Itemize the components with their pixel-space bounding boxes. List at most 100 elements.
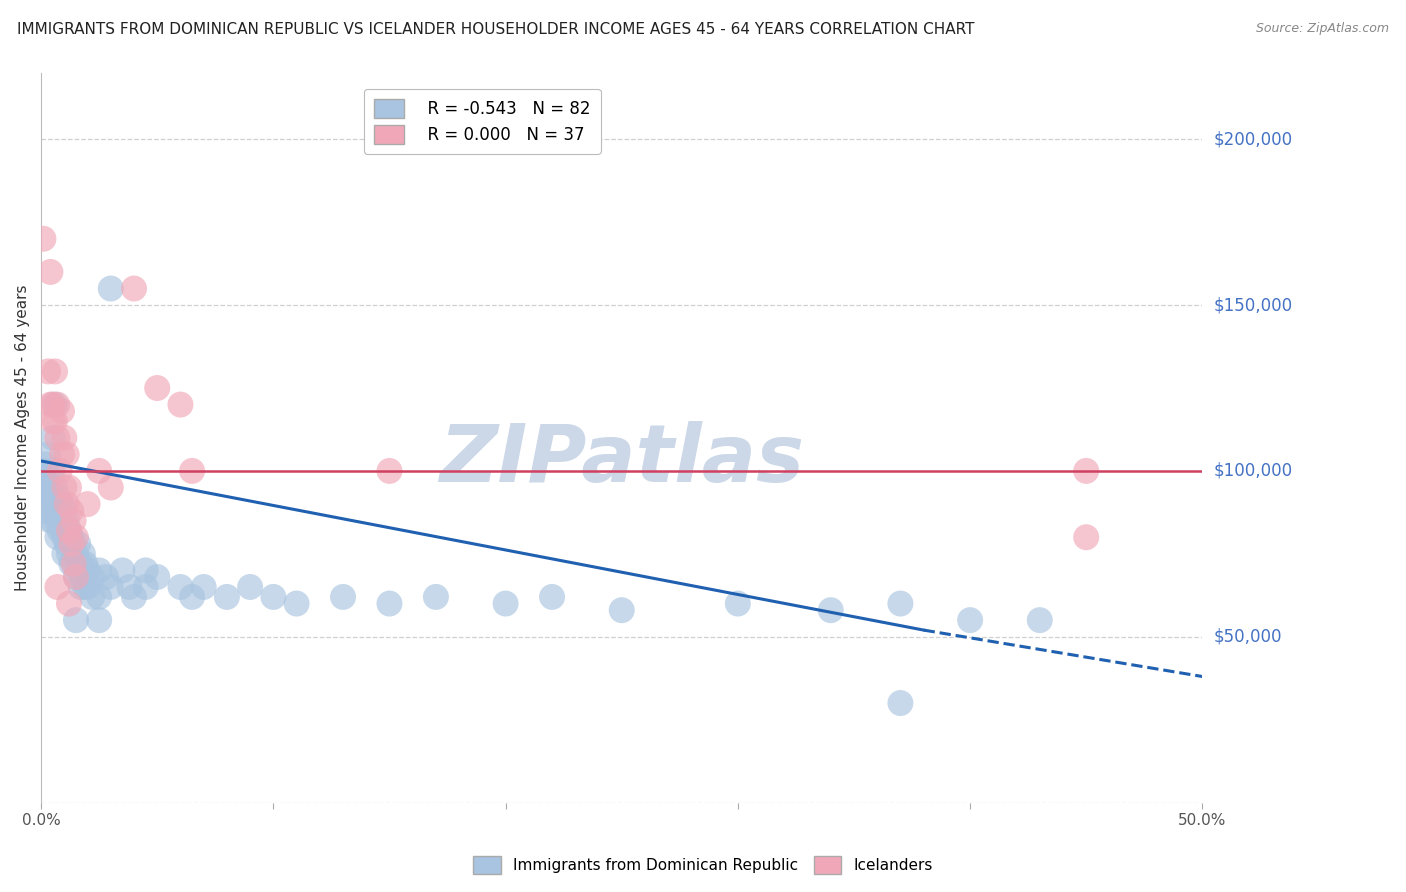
Point [51,497,73,511]
Point [425,590,447,604]
Point [46,514,69,528]
Point [32,232,55,246]
Point [44,504,66,518]
Point [239,580,262,594]
Point [72,570,94,584]
Point [215,590,238,604]
Point [51,404,73,418]
Point [146,381,169,395]
Point [53,530,76,544]
Point [39,491,62,505]
Point [44,481,66,495]
Point [51,447,73,461]
Point [75,557,97,571]
Point [262,590,284,604]
Point [169,580,191,594]
Point [39,265,62,279]
Point [60,537,83,551]
Point [48,524,70,538]
Point [146,570,169,584]
Point [82,590,104,604]
Point [44,398,66,412]
Point [62,514,84,528]
Point [65,547,87,561]
Point [41,414,63,428]
Point [37,481,59,495]
Legend: Immigrants from Dominican Republic, Icelanders: Immigrants from Dominican Republic, Icel… [467,850,939,880]
Point [46,580,69,594]
Point [35,504,58,518]
Point [53,431,76,445]
Point [959,613,981,627]
Point [65,570,87,584]
Point [89,590,111,604]
Point [44,364,66,378]
Point [55,497,77,511]
Point [46,491,69,505]
Point [610,603,633,617]
Point [55,514,77,528]
Point [122,590,145,604]
Point [41,431,63,445]
Point [82,570,104,584]
Point [1076,464,1098,478]
Point [100,281,122,295]
Text: Source: ZipAtlas.com: Source: ZipAtlas.com [1256,22,1389,36]
Point [135,580,157,594]
Point [76,580,98,594]
Text: $100,000: $100,000 [1213,462,1292,480]
Point [35,457,58,471]
Point [39,470,62,484]
Point [89,613,111,627]
Point [37,497,59,511]
Point [65,613,87,627]
Point [58,524,80,538]
Point [48,504,70,518]
Point [378,464,401,478]
Text: $150,000: $150,000 [1213,296,1292,314]
Point [37,364,59,378]
Point [67,563,90,577]
Point [41,514,63,528]
Point [65,530,87,544]
Point [32,464,55,478]
Point [69,557,91,571]
Point [62,537,84,551]
Point [46,530,69,544]
Point [378,597,401,611]
Point [53,504,76,518]
Point [39,398,62,412]
Point [122,281,145,295]
Point [44,414,66,428]
Point [41,464,63,478]
Point [32,470,55,484]
Point [55,447,77,461]
Point [89,464,111,478]
Point [727,597,749,611]
Y-axis label: Householder Income Ages 45 - 64 years: Householder Income Ages 45 - 64 years [15,285,30,591]
Point [53,547,76,561]
Point [100,481,122,495]
Point [55,537,77,551]
Point [72,547,94,561]
Point [889,597,911,611]
Point [58,524,80,538]
Point [89,563,111,577]
Point [1076,530,1098,544]
Point [495,597,517,611]
Point [37,447,59,461]
Point [60,530,83,544]
Text: ZIPatlas: ZIPatlas [439,421,804,499]
Point [62,557,84,571]
Text: $50,000: $50,000 [1213,628,1282,646]
Point [94,570,117,584]
Point [181,590,204,604]
Point [65,570,87,584]
Point [39,514,62,528]
Point [69,580,91,594]
Text: $200,000: $200,000 [1213,130,1292,148]
Point [285,597,308,611]
Point [1029,613,1052,627]
Text: IMMIGRANTS FROM DOMINICAN REPUBLIC VS ICELANDER HOUSEHOLDER INCOME AGES 45 - 64 : IMMIGRANTS FROM DOMINICAN REPUBLIC VS IC… [17,22,974,37]
Point [76,497,98,511]
